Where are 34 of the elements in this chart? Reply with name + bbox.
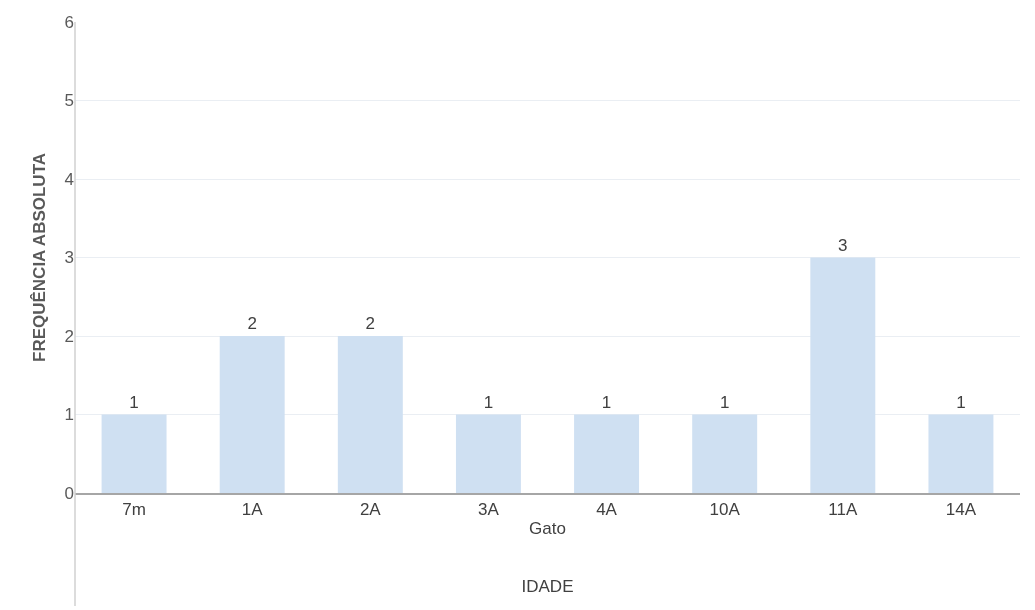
bar xyxy=(692,414,758,493)
x-tick-label: 10A xyxy=(709,500,741,520)
y-tick-label: 6 xyxy=(64,12,74,32)
data-label: 1 xyxy=(719,392,730,412)
y-tick-label: 5 xyxy=(64,91,74,111)
data-label: 1 xyxy=(129,392,139,412)
y-tick-label: 2 xyxy=(64,326,74,346)
y-tick-label: 1 xyxy=(64,405,74,425)
text: Gato xyxy=(529,519,566,538)
bar xyxy=(219,336,285,493)
y-tick-label: 0 xyxy=(64,483,74,503)
x-axis-title: IDADE xyxy=(521,577,574,597)
bar xyxy=(337,336,403,493)
data-label: 2 xyxy=(365,314,376,333)
y-axis-title: FREQUÊNCIA ABSOLUTA xyxy=(30,152,50,363)
x-tick-label: 3A xyxy=(478,500,500,520)
bar xyxy=(101,414,167,493)
x-tick-label: 7m xyxy=(122,500,146,520)
bar xyxy=(455,414,521,493)
y-tick-label: 4 xyxy=(64,169,74,189)
data-label: 2 xyxy=(247,314,257,333)
bar xyxy=(574,414,640,493)
data-label: 3 xyxy=(838,235,848,255)
bar xyxy=(928,414,994,493)
x-tick-label: 11A xyxy=(828,500,858,520)
x-tick-label: 14A xyxy=(945,500,977,520)
data-label: 1 xyxy=(956,392,966,412)
data-label: 1 xyxy=(601,392,612,412)
y-tick-label: 3 xyxy=(64,248,74,268)
bar xyxy=(810,257,876,493)
x-tick-label: 1A xyxy=(241,500,264,520)
x-tick-label: 4A xyxy=(596,500,618,520)
x-tick-label: 2A xyxy=(359,500,382,520)
data-label: 1 xyxy=(483,392,494,412)
